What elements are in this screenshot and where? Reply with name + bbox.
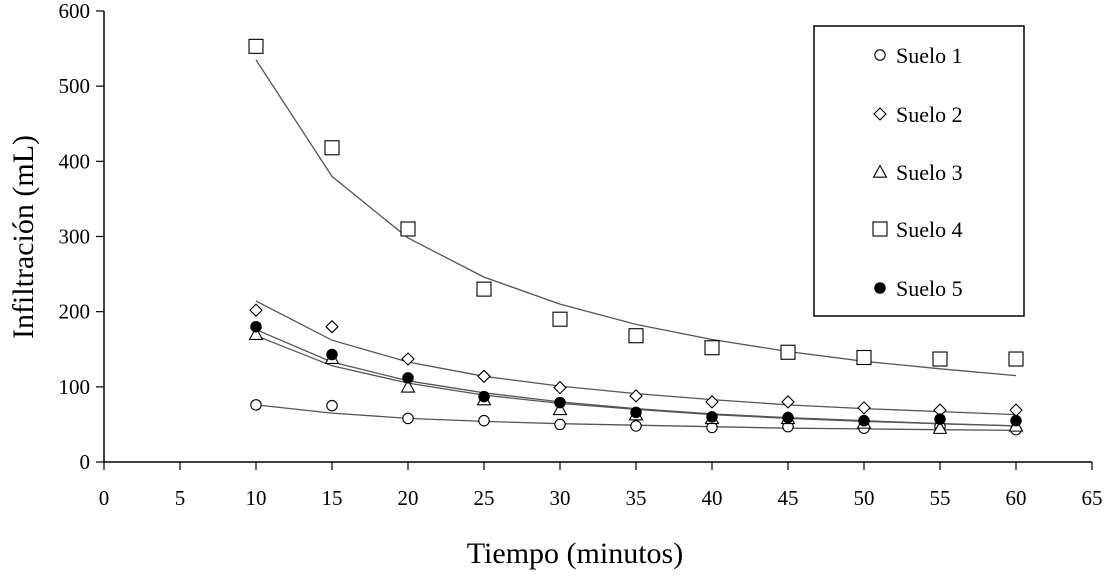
- y-tick-label: 500: [59, 74, 91, 98]
- legend-marker-suelo-1: [874, 49, 886, 61]
- x-axis-title: Tiempo (minutos): [467, 537, 683, 570]
- y-tick-label: 600: [59, 0, 91, 23]
- x-tick-label: 0: [99, 486, 110, 510]
- point-suelo-2: [477, 369, 491, 384]
- x-tick-label: 60: [1006, 486, 1027, 510]
- point-suelo-4: [932, 351, 948, 367]
- x-tick-label: 30: [550, 486, 571, 510]
- legend-marker-suelo-5: [874, 282, 886, 294]
- legend-marker-suelo-3: [872, 164, 888, 178]
- y-tick-label: 0: [80, 450, 91, 474]
- x-tick-label: 45: [778, 486, 799, 510]
- legend-marker-suelo-2: [873, 107, 887, 121]
- point-suelo-2: [325, 319, 339, 334]
- point-suelo-4: [476, 281, 492, 297]
- point-suelo-4: [400, 221, 416, 237]
- point-suelo-5: [706, 411, 718, 423]
- point-suelo-2: [857, 401, 871, 415]
- legend-box: [813, 25, 1025, 317]
- x-tick-label: 15: [322, 486, 343, 510]
- x-tick-label: 40: [702, 486, 723, 510]
- point-suelo-2: [781, 395, 795, 409]
- point-suelo-3: [932, 420, 948, 434]
- point-suelo-5: [934, 413, 946, 425]
- y-tick-label: 100: [59, 375, 91, 399]
- point-suelo-3: [248, 326, 264, 340]
- fit-line-suelo-4: [255, 59, 1017, 377]
- legend-label-suelo-4: Suelo 4: [896, 217, 963, 242]
- point-suelo-5: [250, 320, 262, 333]
- point-suelo-2: [249, 303, 263, 317]
- point-suelo-1: [630, 420, 642, 432]
- x-tick-label: 65: [1082, 486, 1103, 510]
- point-suelo-5: [1010, 414, 1022, 427]
- x-ticks: 0 5 10 15 20 25 30 35 40 45 50 55 60 65: [99, 462, 1103, 510]
- point-suelo-5: [858, 414, 870, 427]
- x-tick-label: 20: [398, 486, 419, 510]
- point-suelo-4: [856, 349, 872, 366]
- point-suelo-5: [326, 348, 338, 361]
- point-suelo-4: [704, 340, 720, 356]
- point-suelo-5: [630, 406, 642, 419]
- x-tick-label: 5: [175, 486, 186, 510]
- x-tick-label: 25: [474, 486, 495, 510]
- point-suelo-4: [780, 344, 796, 360]
- legend-marker-suelo-4: [872, 221, 888, 237]
- legend-label-suelo-1: Suelo 1: [896, 43, 963, 68]
- y-tick-label: 200: [59, 300, 91, 324]
- point-suelo-5: [554, 396, 566, 409]
- point-suelo-1: [402, 412, 414, 425]
- point-suelo-2: [553, 380, 567, 395]
- point-suelo-5: [402, 372, 414, 384]
- point-suelo-1: [554, 418, 566, 431]
- point-suelo-2: [629, 389, 643, 403]
- point-suelo-2: [401, 352, 415, 366]
- point-suelo-2: [705, 395, 719, 409]
- legend-label-suelo-5: Suelo 5: [896, 276, 963, 301]
- point-suelo-5: [478, 390, 490, 403]
- legend-label-suelo-3: Suelo 3: [896, 160, 963, 185]
- x-tick-label: 50: [854, 486, 875, 510]
- legend: Suelo 1 Suelo 2 Suelo 3 Suelo 4 Suelo 5: [813, 25, 1025, 317]
- point-suelo-3: [552, 401, 568, 416]
- point-suelo-4: [1008, 351, 1024, 367]
- data-points: [248, 38, 1024, 436]
- point-suelo-4: [628, 328, 644, 344]
- point-suelo-1: [250, 399, 262, 411]
- legend-label-suelo-2: Suelo 2: [896, 102, 963, 127]
- y-tick-label: 400: [59, 149, 91, 173]
- x-tick-label: 35: [626, 486, 647, 510]
- x-tick-label: 55: [930, 486, 951, 510]
- point-suelo-4: [552, 311, 568, 327]
- x-tick-label: 10: [246, 486, 267, 510]
- point-suelo-1: [478, 414, 490, 427]
- y-ticks: 0 100 200 300 400 500 600: [59, 0, 104, 474]
- point-suelo-4: [248, 38, 264, 54]
- y-axis-title: Infiltración (mL): [7, 135, 40, 339]
- point-suelo-4: [324, 140, 340, 156]
- point-suelo-1: [326, 399, 338, 412]
- point-suelo-3: [400, 379, 416, 393]
- point-suelo-5: [782, 411, 794, 424]
- y-tick-label: 300: [59, 225, 91, 249]
